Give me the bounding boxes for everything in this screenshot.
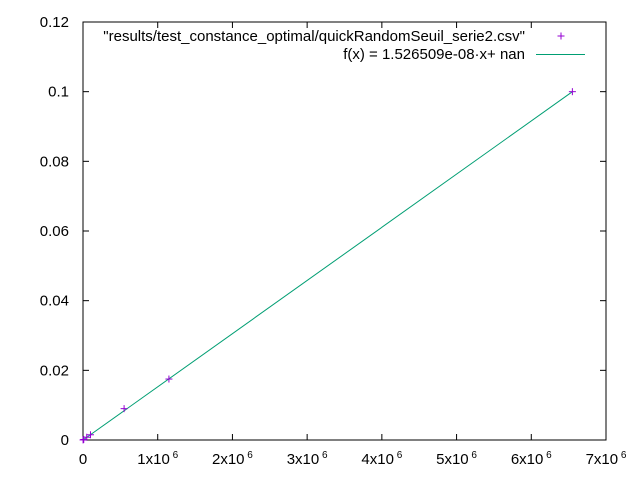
x-tick-label-3: 3x10 6	[287, 450, 328, 468]
x-tick-label-1: 1x10 6	[137, 450, 178, 468]
data-point-3	[86, 431, 94, 439]
x-tick-label-4: 4x10 6	[361, 450, 402, 468]
legend-plus-marker	[557, 32, 565, 40]
fit-line-series	[82, 91, 573, 441]
data-point-5	[165, 375, 173, 383]
legend-label-fit-line: f(x) = 1.526509e-08·x+ nan	[343, 46, 525, 63]
x-tick-label-5: 5x10 6	[436, 450, 477, 468]
x-tick-label-6: 6x10 6	[511, 450, 552, 468]
y-tick-label-4: 0.08	[40, 153, 69, 170]
x-tick-label-7: 7x10 6	[586, 450, 627, 468]
data-point-4	[120, 405, 128, 413]
scatter-series	[79, 88, 576, 444]
legend: "results/test_constance_optimal/quickRan…	[103, 28, 585, 63]
fit-line	[82, 91, 573, 441]
y-tick-label-5: 0.1	[48, 84, 69, 101]
data-point-2	[83, 433, 91, 441]
y-tick-label-0: 0	[61, 432, 69, 449]
plot-frame	[82, 21, 607, 441]
y-axis: 0 0.02 0.04 0.06 0.08 0.1 0.12	[40, 14, 606, 449]
x-tick-label-2: 2x10 6	[212, 450, 253, 468]
legend-label-scatter: "results/test_constance_optimal/quickRan…	[103, 28, 525, 45]
y-tick-label-6: 0.12	[40, 14, 69, 31]
y-tick-label-3: 0.06	[40, 223, 69, 240]
x-axis: 0 1x10 6 2x10 6 3x10 6 4x10 6 5x10 6 6x10 6 7x1…	[79, 22, 627, 468]
data-point-6	[568, 88, 576, 96]
x-tick-label-0: 0	[79, 451, 87, 468]
y-tick-label-2: 0.04	[40, 293, 69, 310]
legend-marker-scatter	[557, 32, 565, 40]
y-tick-label-1: 0.02	[40, 362, 69, 379]
